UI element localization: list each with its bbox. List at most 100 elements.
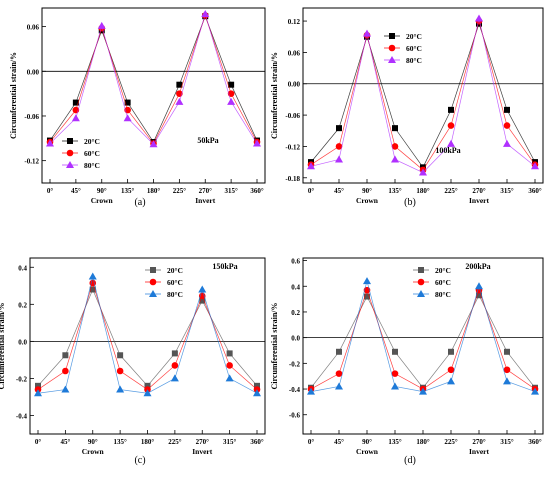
y-tick-label: 0.00: [288, 81, 301, 89]
legend-label: 80°C: [435, 290, 451, 299]
data-point: [392, 125, 398, 132]
data-point: [72, 99, 79, 106]
legend-label: 60°C: [435, 278, 451, 287]
data-point: [117, 352, 124, 359]
y-tick-label: -0.06: [24, 113, 39, 121]
data-point: [307, 387, 315, 395]
data-point: [503, 139, 511, 147]
y-tick-label: -0.4: [289, 386, 301, 394]
legend-marker: [417, 278, 425, 286]
series-60°C: [307, 17, 539, 174]
data-point: [61, 385, 70, 393]
series-line: [310, 294, 536, 389]
x-tick-label: 225°: [173, 187, 187, 195]
series-line: [310, 18, 536, 173]
y-tick-label: -0.2: [16, 375, 28, 383]
x-label-crown: Crown: [356, 447, 379, 456]
y-axis-title: Circumferential strain/%: [270, 52, 279, 139]
chart-panel-d: 0.6 0.4 0.2 0.0 -0.2 -0.4 -0.6 0° 45° 90° 135° 180°…: [270, 257, 544, 466]
y-tick-label: 0.4: [18, 264, 27, 272]
x-tick-label: 270°: [472, 187, 486, 195]
data-point: [448, 348, 454, 355]
series-80°C: [34, 272, 261, 397]
data-point: [116, 367, 124, 375]
x-label-invert: Invert: [469, 196, 489, 205]
legend-marker: [66, 149, 74, 157]
data-point: [123, 114, 132, 122]
data-point: [199, 297, 206, 304]
data-point: [170, 374, 179, 382]
series-80°C: [307, 14, 539, 176]
legend-marker: [389, 33, 395, 39]
x-tick-label: 315°: [500, 187, 514, 195]
data-point: [35, 382, 41, 389]
x-tick-label: 270°: [199, 187, 213, 195]
data-point: [71, 114, 80, 122]
data-point: [225, 374, 234, 382]
legend-marker: [388, 44, 396, 52]
data-point: [475, 282, 483, 290]
data-point: [391, 370, 399, 377]
legend-label: 20°C: [406, 32, 422, 41]
data-point: [149, 140, 158, 148]
data-point: [46, 139, 54, 147]
data-point: [476, 292, 482, 299]
series-line: [310, 19, 536, 171]
series-line: [49, 12, 258, 145]
x-tick-label: 270°: [472, 438, 486, 446]
series-20°C: [35, 286, 260, 389]
data-point: [531, 387, 539, 395]
panel-caption: (c): [134, 455, 145, 466]
data-point: [335, 382, 343, 390]
data-point: [503, 122, 511, 129]
x-label-invert: Invert: [195, 196, 215, 205]
legend: 20°C 60°C 80°C: [145, 266, 183, 299]
data-point: [226, 350, 233, 357]
legend-marker: [418, 267, 424, 273]
y-tick-label: 0.0: [291, 335, 300, 343]
data-point: [363, 277, 371, 285]
panel-caption: (b): [404, 197, 416, 208]
data-point: [391, 143, 399, 150]
legend-label: 80°C: [167, 290, 183, 299]
y-tick-label: -0.6: [289, 412, 301, 420]
chart-panel-a: 0.06 0.00 -0.06 -0.12 0° 45° 90° 135° 180° 225° 27…: [9, 7, 266, 208]
legend-marker: [417, 290, 425, 297]
data-point: [144, 382, 151, 389]
data-point: [392, 348, 398, 355]
pressure-annotation: 100kPa: [435, 146, 460, 155]
legend-marker: [388, 56, 396, 63]
legend-marker: [149, 290, 157, 297]
data-point: [171, 350, 178, 357]
x-tick-label: 0°: [308, 187, 315, 195]
y-tick-label: -0.12: [24, 158, 39, 166]
series-line: [49, 15, 258, 143]
y-tick-label: 0.4: [291, 283, 300, 291]
data-point: [335, 155, 343, 163]
data-point: [97, 21, 106, 29]
x-tick-label: 225°: [444, 438, 458, 446]
pressure-annotation: 50kPa: [197, 136, 218, 145]
legend-marker: [150, 267, 156, 273]
legend-marker: [67, 138, 73, 144]
legend-label: 80°C: [406, 56, 422, 65]
x-tick-label: 180°: [141, 438, 155, 446]
x-tick-label: 360°: [250, 438, 264, 446]
chart-panel-b: 0.12 0.06 0.00 -0.06 -0.12 -0.18 0° 45° 90° 135° 1…: [270, 7, 544, 208]
y-tick-label: -0.2: [289, 360, 301, 368]
data-point: [227, 97, 236, 105]
y-tick-label: 0.06: [27, 24, 40, 32]
data-point: [143, 389, 152, 397]
panel-caption: (d): [404, 455, 416, 466]
y-tick-label: 0.2: [291, 309, 300, 317]
legend-label: 20°C: [435, 266, 451, 275]
data-point: [201, 9, 210, 17]
data-point: [475, 14, 483, 22]
x-tick-label: 0°: [308, 438, 315, 446]
data-point: [335, 143, 343, 150]
y-tick-label: -0.18: [285, 175, 300, 183]
series-line: [37, 281, 258, 390]
data-point: [419, 387, 427, 395]
x-tick-label: 360°: [528, 187, 542, 195]
series-20°C: [47, 13, 260, 146]
